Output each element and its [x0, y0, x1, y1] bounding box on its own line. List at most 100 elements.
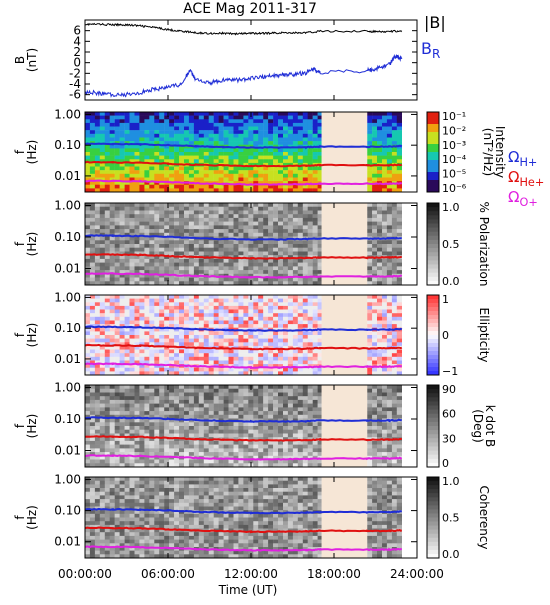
spectrogram-cell	[199, 445, 204, 449]
spectrogram-cell	[164, 411, 169, 415]
spectrogram-cell	[144, 313, 149, 317]
spectrogram-cell	[224, 229, 229, 233]
spectrogram-cell	[273, 167, 278, 171]
spectrogram-cell	[268, 317, 273, 321]
spectrogram-cell	[100, 400, 105, 404]
spectrogram-cell	[135, 207, 140, 211]
spectrogram-cell	[273, 422, 278, 426]
spectrogram-cell	[229, 324, 234, 328]
spectrogram-cell	[372, 116, 377, 120]
spectrogram-cell	[288, 331, 293, 335]
spectrogram-cell	[372, 342, 377, 346]
spectrogram-cell	[243, 207, 248, 211]
spectrogram-cell	[100, 368, 105, 372]
spectrogram-cell	[283, 116, 288, 120]
spectrogram-cell	[273, 266, 278, 270]
spectrogram-cell	[382, 240, 387, 244]
colorbar-segment	[427, 367, 439, 372]
spectrogram-cell	[105, 255, 110, 259]
spectrogram-cell	[154, 353, 159, 357]
spectrogram-cell	[130, 218, 135, 222]
spectrogram-cell	[224, 134, 229, 138]
spectrogram-cell	[125, 313, 130, 317]
spectrogram-cell	[219, 263, 224, 267]
spectrogram-cell	[283, 310, 288, 314]
spectrogram-cell	[377, 167, 382, 171]
spectrogram-cell	[303, 152, 308, 156]
spectrogram-cell	[169, 342, 174, 346]
spectrogram-cell	[293, 156, 298, 160]
spectrogram-cell	[308, 335, 313, 339]
spectrogram-cell	[313, 252, 318, 256]
spectrogram-cell	[382, 448, 387, 452]
spectrogram-cell	[209, 426, 214, 430]
spectrogram-cell	[308, 252, 313, 256]
spectrogram-cell	[184, 185, 189, 189]
spectrogram-cell	[204, 174, 209, 178]
spectrogram-cell	[288, 263, 293, 267]
spectrogram-cell	[258, 317, 263, 321]
spectrogram-cell	[219, 324, 224, 328]
spectrogram-cell	[313, 229, 318, 233]
spectrogram-cell	[135, 441, 140, 445]
spectrogram-cell	[125, 174, 130, 178]
spectrogram-cell	[199, 422, 204, 426]
spectrogram-cell	[120, 229, 125, 233]
spectrogram-cell	[229, 411, 234, 415]
spectrogram-cell	[283, 385, 288, 389]
spectrogram-cell	[268, 218, 273, 222]
spectrogram-cell	[164, 248, 169, 252]
spectrogram-cell	[154, 404, 159, 408]
spectrogram-cell	[194, 368, 199, 372]
spectrogram-cell	[95, 119, 100, 123]
spectrogram-cell	[174, 299, 179, 303]
spectrogram-cell	[130, 357, 135, 361]
spectrogram-cell	[303, 244, 308, 248]
spectrogram-cell	[199, 225, 204, 229]
spectrogram-cell	[169, 218, 174, 222]
spectrogram-cell	[397, 299, 402, 303]
spectrogram-cell	[278, 116, 283, 120]
spectrogram-cell	[169, 407, 174, 411]
spectrogram-cell	[209, 448, 214, 452]
spectrogram-cell	[382, 339, 387, 343]
spectrogram-cell	[214, 321, 219, 325]
spectrogram-cell	[199, 389, 204, 393]
spectrogram-cell	[303, 393, 308, 397]
spectrogram-cell	[125, 214, 130, 218]
spectrogram-cell	[144, 148, 149, 152]
spectrogram-cell	[209, 342, 214, 346]
spectrogram-cell	[293, 310, 298, 314]
spectrogram-cell	[298, 214, 303, 218]
spectrogram-cell	[90, 437, 95, 441]
spectrogram-cell	[174, 313, 179, 317]
spectrogram-cell	[169, 225, 174, 229]
spectrogram-cell	[169, 222, 174, 226]
spectrogram-cell	[179, 448, 184, 452]
spectrogram-cell	[258, 434, 263, 438]
spectrogram-cell	[199, 218, 204, 222]
spectrogram-cell	[273, 211, 278, 215]
spectrogram-cell	[154, 134, 159, 138]
spectrogram-cell	[95, 259, 100, 263]
spectrogram-cell	[169, 460, 174, 464]
spectrogram-cell	[214, 299, 219, 303]
spectrogram-cell	[149, 389, 154, 393]
spectrogram-cell	[85, 259, 90, 263]
spectrogram-cell	[139, 170, 144, 174]
spectrogram-cell	[189, 233, 194, 237]
spectrogram-cell	[139, 426, 144, 430]
spectrogram-cell	[125, 396, 130, 400]
spectrogram-cell	[234, 218, 239, 222]
spectrogram-cell	[90, 317, 95, 321]
spectrogram-cell	[397, 342, 402, 346]
colorbar-segment	[427, 224, 439, 229]
spectrogram-cell	[288, 452, 293, 456]
spectrogram-cell	[135, 339, 140, 343]
spectrogram-cell	[283, 130, 288, 134]
spectrogram-cell	[372, 119, 377, 123]
spectrogram-cell	[85, 393, 90, 397]
spectrogram-cell	[199, 266, 204, 270]
spectrogram-cell	[397, 229, 402, 233]
spectrogram-cell	[110, 448, 115, 452]
